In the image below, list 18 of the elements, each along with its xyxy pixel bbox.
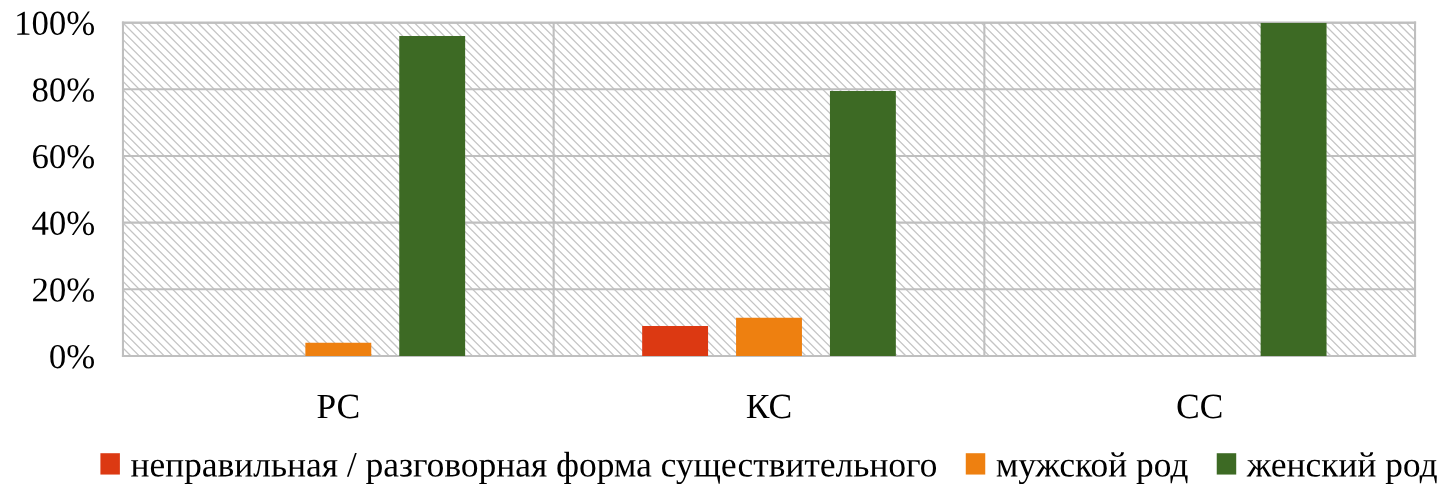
x-tick-label: КС [746, 394, 791, 419]
bar [305, 342, 372, 356]
bar [829, 90, 896, 356]
y-tick-label: 60% [33, 144, 94, 169]
y-tick-label: 0% [50, 344, 94, 369]
y-tick-label: 80% [32, 78, 94, 102]
legend-label: женский род [1246, 452, 1437, 484]
x-tick-label: СС [1177, 394, 1222, 419]
y-tick-label: 40% [32, 211, 94, 236]
legend-label: неправильная / разговорная форма существительного [131, 451, 937, 485]
bar [642, 326, 709, 356]
legend-label: мужской род [996, 452, 1188, 485]
x-tick-label: РС [317, 394, 359, 419]
bar [1260, 22, 1327, 356]
y-tick-label: 100% [17, 11, 94, 36]
bar [736, 317, 802, 356]
y-tick-label: 20% [33, 278, 94, 302]
bar [399, 35, 466, 356]
